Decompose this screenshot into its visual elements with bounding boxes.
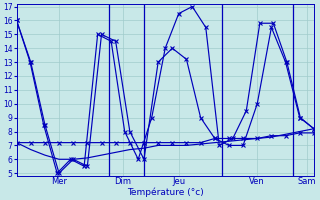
X-axis label: Température (°c): Température (°c) — [127, 188, 204, 197]
